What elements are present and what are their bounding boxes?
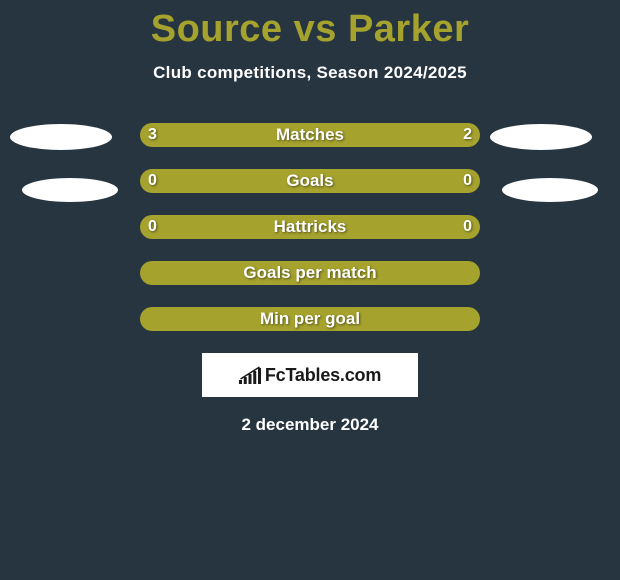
- brand-text: FcTables.com: [265, 365, 381, 386]
- side-ellipse: [22, 178, 118, 202]
- brand-label: FcTables.com: [239, 365, 381, 386]
- side-ellipse: [10, 124, 112, 150]
- stat-row: Goals per match: [0, 261, 620, 285]
- stat-rows: Matches32Goals00Hattricks00Goals per mat…: [0, 123, 620, 331]
- stat-label: Matches: [140, 123, 480, 147]
- stat-value-left: 3: [148, 123, 157, 147]
- stat-value-right: 0: [463, 169, 472, 193]
- stat-row: Min per goal: [0, 307, 620, 331]
- stat-value-right: 0: [463, 215, 472, 239]
- stat-label: Goals per match: [140, 261, 480, 285]
- stat-label: Goals: [140, 169, 480, 193]
- stat-value-left: 0: [148, 215, 157, 239]
- stat-value-left: 0: [148, 169, 157, 193]
- stat-label: Hattricks: [140, 215, 480, 239]
- side-ellipse: [490, 124, 592, 150]
- bar-chart-icon: [239, 366, 261, 384]
- side-ellipse: [502, 178, 598, 202]
- stat-value-right: 2: [463, 123, 472, 147]
- stat-label: Min per goal: [140, 307, 480, 331]
- subtitle: Club competitions, Season 2024/2025: [0, 63, 620, 83]
- page-title: Source vs Parker: [0, 0, 620, 51]
- date-label: 2 december 2024: [0, 415, 620, 435]
- stat-row: Hattricks0 0: [0, 215, 620, 239]
- brand-box: FcTables.com: [202, 353, 418, 397]
